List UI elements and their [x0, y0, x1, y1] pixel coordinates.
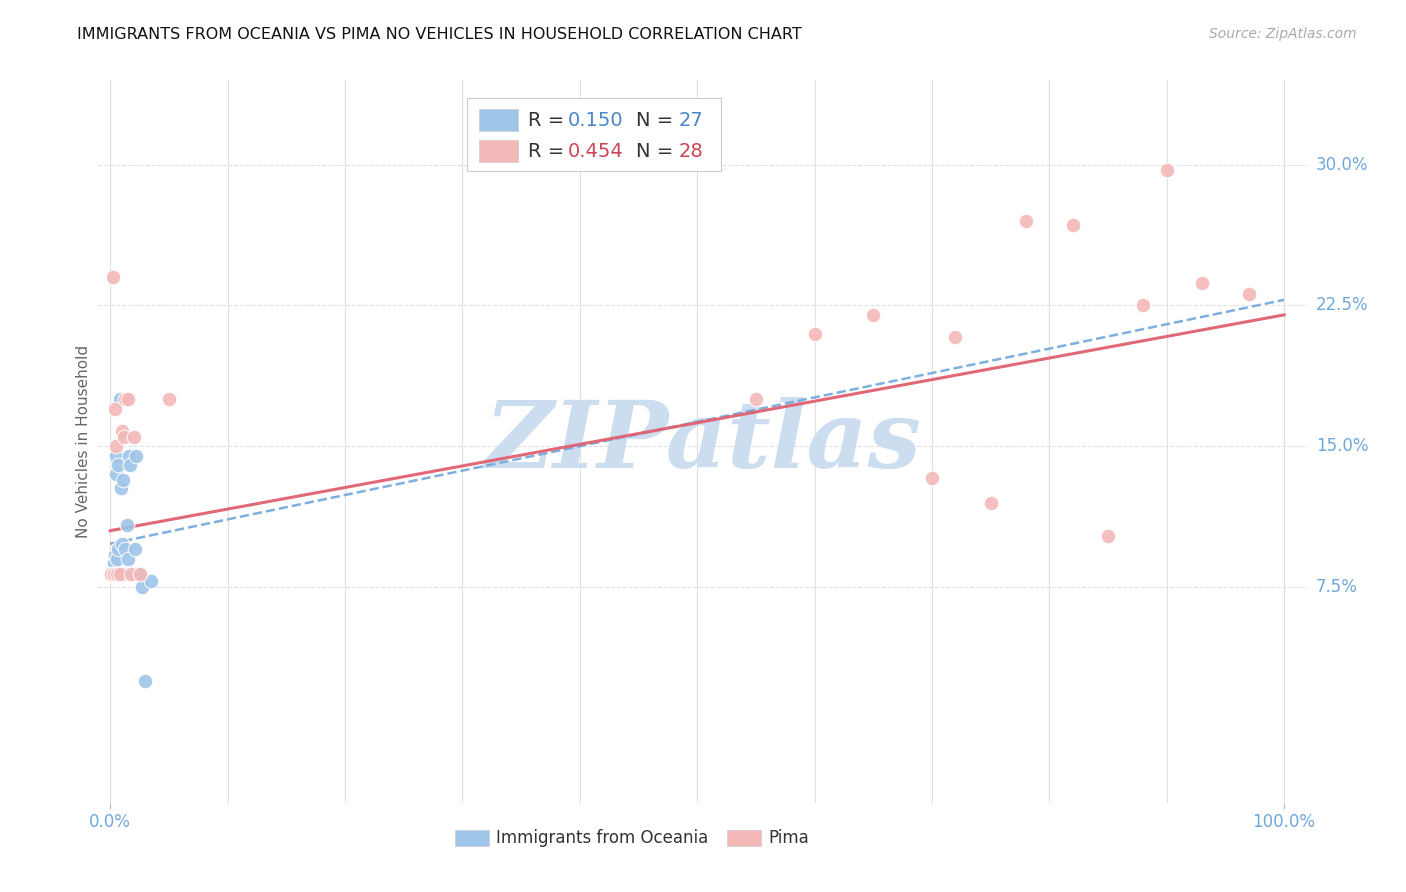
Point	[1191, 276, 1213, 290]
Point	[112, 430, 135, 444]
Text: 0.150: 0.150	[568, 111, 623, 129]
Point	[128, 566, 150, 581]
Text: R =: R =	[527, 143, 571, 161]
Text: 22.5%: 22.5%	[1316, 296, 1368, 315]
Point	[1156, 163, 1178, 178]
Point	[114, 542, 136, 557]
Text: 0.454: 0.454	[568, 143, 623, 161]
Text: 28: 28	[679, 143, 703, 161]
Point	[105, 551, 128, 566]
Point	[127, 566, 149, 581]
Point	[117, 392, 139, 407]
Point	[100, 566, 122, 581]
Text: N =: N =	[637, 111, 681, 129]
Point	[105, 439, 128, 453]
Point	[101, 566, 124, 581]
Point	[118, 449, 141, 463]
Point	[921, 471, 943, 485]
Point	[980, 495, 1002, 509]
Text: Source: ZipAtlas.com: Source: ZipAtlas.com	[1209, 27, 1357, 41]
Point	[115, 518, 138, 533]
Point	[1015, 214, 1038, 228]
Point	[105, 449, 128, 463]
Point	[125, 449, 148, 463]
Point	[1237, 287, 1260, 301]
FancyBboxPatch shape	[727, 830, 761, 847]
Point	[104, 548, 127, 562]
Point	[101, 270, 124, 285]
Text: 27: 27	[679, 111, 703, 129]
Point	[103, 566, 125, 581]
Point	[745, 392, 768, 407]
Point	[103, 556, 125, 570]
Point	[134, 673, 156, 688]
Point	[107, 542, 129, 557]
Point	[105, 467, 128, 482]
FancyBboxPatch shape	[456, 830, 489, 847]
Point	[1132, 298, 1154, 312]
Text: R =: R =	[527, 111, 571, 129]
Point	[124, 542, 146, 557]
Y-axis label: No Vehicles in Household: No Vehicles in Household	[76, 345, 91, 538]
Text: N =: N =	[637, 143, 681, 161]
Point	[122, 566, 145, 581]
Point	[862, 308, 884, 322]
Point	[122, 430, 145, 444]
Text: 30.0%: 30.0%	[1316, 156, 1368, 174]
Point	[107, 458, 129, 472]
Point	[104, 401, 127, 416]
Text: 7.5%: 7.5%	[1316, 578, 1358, 596]
Point	[803, 326, 825, 341]
Point	[110, 481, 132, 495]
Text: Immigrants from Oceania: Immigrants from Oceania	[496, 830, 709, 847]
Point	[112, 566, 135, 581]
Point	[945, 330, 967, 344]
Point	[111, 424, 134, 438]
FancyBboxPatch shape	[479, 109, 517, 131]
Point	[157, 392, 180, 407]
Point	[120, 458, 142, 472]
Point	[112, 473, 135, 487]
Text: 15.0%: 15.0%	[1316, 437, 1368, 455]
Point	[120, 566, 142, 581]
Text: Pima: Pima	[768, 830, 808, 847]
Point	[1062, 218, 1084, 232]
Point	[108, 566, 131, 581]
Text: ZIPatlas: ZIPatlas	[485, 397, 921, 486]
Point	[1097, 529, 1119, 543]
Point	[117, 551, 139, 566]
Point	[105, 566, 128, 581]
Point	[111, 537, 134, 551]
FancyBboxPatch shape	[479, 140, 517, 162]
Point	[108, 392, 131, 407]
Point	[120, 566, 142, 581]
Point	[131, 580, 153, 594]
Point	[128, 566, 150, 581]
Point	[141, 574, 163, 589]
Point	[114, 392, 136, 407]
Text: IMMIGRANTS FROM OCEANIA VS PIMA NO VEHICLES IN HOUSEHOLD CORRELATION CHART: IMMIGRANTS FROM OCEANIA VS PIMA NO VEHIC…	[77, 27, 801, 42]
FancyBboxPatch shape	[467, 98, 721, 170]
